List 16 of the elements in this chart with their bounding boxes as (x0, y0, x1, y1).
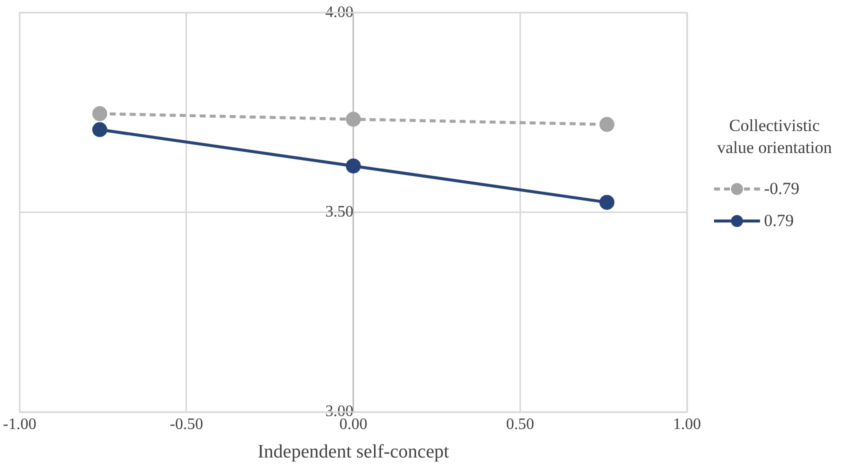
x-tick-label: -0.50 (170, 416, 204, 433)
y-tick-label: 3.50 (325, 204, 354, 221)
x-tick-label: 0.50 (506, 416, 534, 433)
x-tick-label: 0.00 (339, 416, 368, 433)
point (92, 122, 108, 138)
point (346, 112, 361, 127)
legend-label: -0.79 (764, 179, 800, 199)
legend-title: Collectivistic value orientation (716, 115, 833, 159)
point (346, 158, 361, 174)
x-tick-label: -1.00 (3, 416, 36, 433)
point (599, 116, 614, 132)
point (92, 106, 108, 122)
legend-label: 0.79 (764, 211, 794, 231)
x-tick-label: 1.00 (673, 416, 701, 433)
point (599, 194, 614, 210)
x-axis-title: Independent self-concept (258, 442, 450, 463)
